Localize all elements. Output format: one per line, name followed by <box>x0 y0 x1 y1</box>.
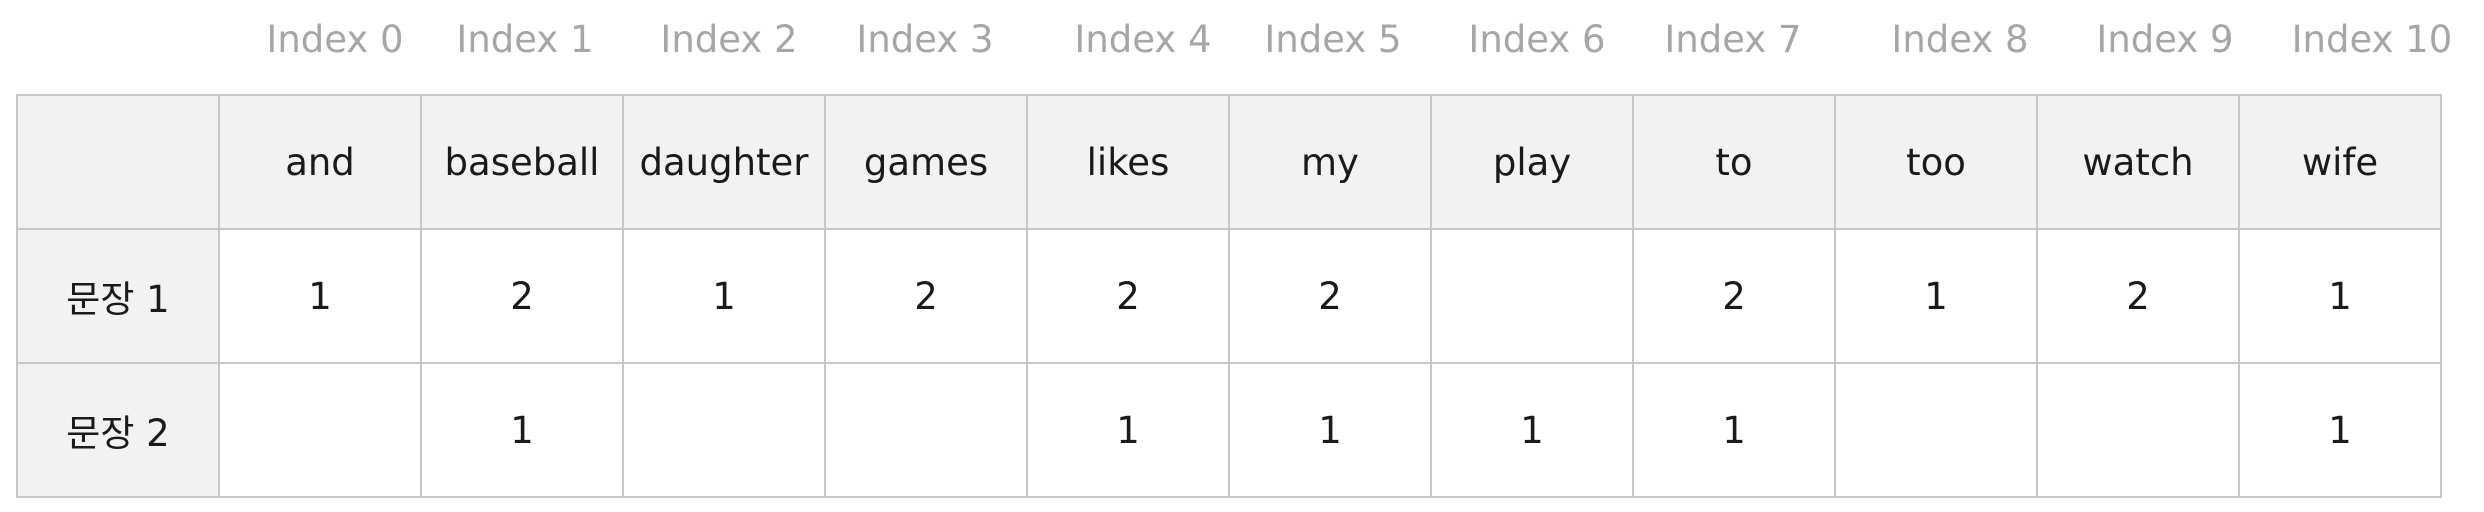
table-cell: 1 <box>1632 362 1836 498</box>
table-cell: 2 <box>1632 228 1836 364</box>
column-header: likes <box>1026 94 1230 230</box>
column-header: baseball <box>420 94 624 230</box>
column-header: play <box>1430 94 1634 230</box>
index-labels-row: Index 0 Index 1 Index 2 Index 3 Index 4 … <box>0 0 2484 80</box>
table-cell <box>2036 362 2240 498</box>
index-label-1: Index 1 <box>456 18 594 61</box>
index-label-0: Index 0 <box>266 18 404 61</box>
table-cell <box>1430 228 1634 364</box>
table-cell: 1 <box>1026 362 1230 498</box>
table-cell: 1 <box>218 228 422 364</box>
table-cell <box>1834 362 2038 498</box>
table-cell: 2 <box>1026 228 1230 364</box>
index-label-4: Index 4 <box>1074 18 1212 61</box>
table-cell: 1 <box>622 228 826 364</box>
index-label-6: Index 6 <box>1468 18 1606 61</box>
index-label-9: Index 9 <box>2096 18 2234 61</box>
index-label-5: Index 5 <box>1264 18 1402 61</box>
table-header: and baseball daughter games likes my pla… <box>16 94 2442 230</box>
table-row: 문장 1 1 2 1 2 2 2 2 1 2 1 <box>16 228 2442 364</box>
row-label: 문장 2 <box>16 362 220 498</box>
table-cell: 1 <box>2238 228 2442 364</box>
index-label-10: Index 10 <box>2291 18 2453 61</box>
table-cell <box>824 362 1028 498</box>
index-label-7: Index 7 <box>1664 18 1802 61</box>
column-header: daughter <box>622 94 826 230</box>
table-cell: 1 <box>2238 362 2442 498</box>
table-body: 문장 1 1 2 1 2 2 2 2 1 2 1 문장 2 1 1 1 1 1 … <box>16 228 2442 498</box>
index-label-3: Index 3 <box>856 18 994 61</box>
table-cell: 1 <box>1228 362 1432 498</box>
table-cell: 1 <box>1834 228 2038 364</box>
corner-cell <box>16 94 220 230</box>
table-cell: 2 <box>2036 228 2240 364</box>
bag-of-words-table: and baseball daughter games likes my pla… <box>16 94 2442 498</box>
table-cell: 1 <box>420 362 624 498</box>
table-cell: 2 <box>1228 228 1432 364</box>
column-header: to <box>1632 94 1836 230</box>
column-header: and <box>218 94 422 230</box>
column-header: games <box>824 94 1028 230</box>
table-row: 문장 2 1 1 1 1 1 1 <box>16 362 2442 498</box>
index-label-8: Index 8 <box>1891 18 2029 61</box>
header-row: and baseball daughter games likes my pla… <box>16 94 2442 230</box>
column-header: wife <box>2238 94 2442 230</box>
table-cell: 1 <box>1430 362 1634 498</box>
column-header: my <box>1228 94 1432 230</box>
table-cell <box>622 362 826 498</box>
column-header: watch <box>2036 94 2240 230</box>
table-cell: 2 <box>824 228 1028 364</box>
index-label-2: Index 2 <box>660 18 798 61</box>
table-cell <box>218 362 422 498</box>
column-header: too <box>1834 94 2038 230</box>
row-label: 문장 1 <box>16 228 220 364</box>
table-cell: 2 <box>420 228 624 364</box>
